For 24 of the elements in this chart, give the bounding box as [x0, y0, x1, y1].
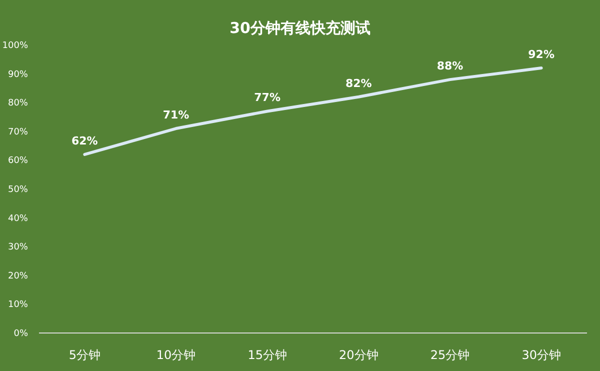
- y-tick-label: 100%: [2, 41, 28, 51]
- x-tick-label: 30分钟: [522, 348, 561, 362]
- y-tick-label: 90%: [8, 70, 28, 80]
- y-tick-label: 40%: [8, 214, 28, 224]
- x-tick-label: 15分钟: [248, 348, 287, 362]
- y-tick-label: 70%: [8, 127, 28, 138]
- x-tick-label: 5分钟: [68, 348, 100, 362]
- x-tick-label: 10分钟: [156, 348, 196, 362]
- text: 62%: [71, 134, 98, 148]
- y-tick-label: 30%: [8, 242, 28, 253]
- text: 77%: [254, 91, 281, 104]
- chart-title: 30分钟有线快充测试: [230, 19, 370, 37]
- text: 88%: [436, 60, 464, 73]
- text: 82%: [345, 76, 372, 90]
- x-tick-label: 25分钟: [430, 348, 470, 362]
- text: 71%: [162, 108, 190, 122]
- y-tick-label: 0%: [14, 329, 28, 339]
- y-tick-label: 50%: [8, 185, 28, 195]
- y-tick-label: 10%: [8, 300, 28, 310]
- x-tick-label: 20分钟: [339, 348, 378, 362]
- y-tick-label: 20%: [8, 271, 28, 282]
- y-tick-label: 80%: [8, 98, 28, 109]
- text: 92%: [528, 48, 555, 62]
- y-tick-label: 60%: [8, 156, 28, 166]
